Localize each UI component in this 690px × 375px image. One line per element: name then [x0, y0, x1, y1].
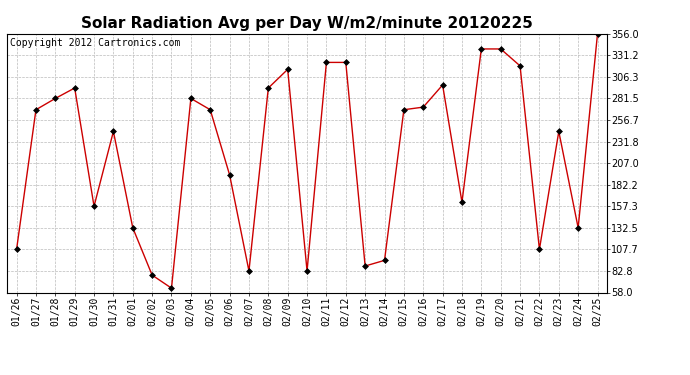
- Text: Copyright 2012 Cartronics.com: Copyright 2012 Cartronics.com: [10, 38, 180, 48]
- Title: Solar Radiation Avg per Day W/m2/minute 20120225: Solar Radiation Avg per Day W/m2/minute …: [81, 16, 533, 31]
